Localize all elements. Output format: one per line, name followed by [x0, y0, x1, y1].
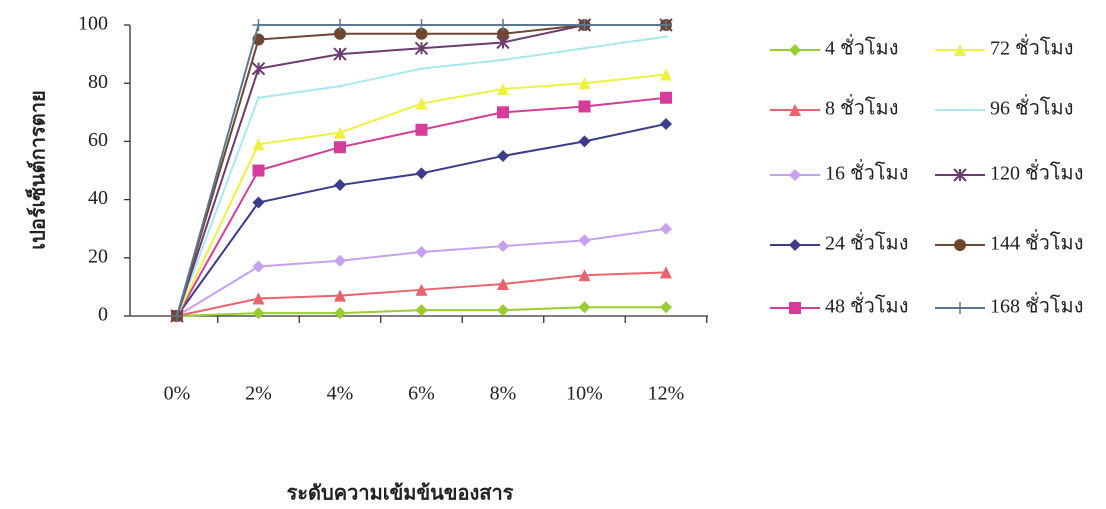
legend-label: 8 ชั่วโมง: [825, 94, 899, 120]
marker: [660, 68, 672, 81]
marker: [415, 27, 428, 40]
marker: [497, 240, 509, 253]
series-line: [176, 73, 667, 317]
marker: [415, 167, 428, 180]
marker: [497, 304, 509, 317]
marker: [660, 301, 672, 314]
legend-label: 120 ชั่วโมง: [990, 159, 1084, 185]
legend-label: 4 ชั่วโมง: [825, 34, 899, 60]
x-tick-label: 12%: [648, 383, 685, 405]
marker: [660, 19, 672, 31]
legend-marker: [954, 44, 966, 56]
y-tick-label: 80: [88, 71, 108, 93]
legend-label: 48 ชั่วโมง: [825, 292, 909, 318]
marker: [251, 61, 266, 76]
marker: [420, 67, 423, 71]
marker: [578, 100, 591, 113]
marker: [257, 96, 260, 100]
marker: [497, 106, 509, 119]
marker: [578, 19, 591, 31]
legend-marker: [958, 108, 962, 112]
legend-marker: [789, 239, 801, 251]
y-tick-label: 20: [88, 245, 108, 267]
legend-label: 144 ชั่วโมง: [990, 229, 1084, 255]
marker: [252, 196, 265, 209]
marker: [334, 307, 346, 320]
marker: [252, 19, 265, 31]
x-tick-label: 2%: [245, 383, 272, 405]
y-tick-label: 40: [88, 187, 108, 209]
legend-marker: [789, 169, 801, 181]
x-tick-label: 4%: [327, 383, 354, 405]
marker: [497, 149, 509, 162]
marker: [497, 27, 509, 40]
x-tick-label: 8%: [490, 383, 517, 405]
y-tick-label: 0: [98, 304, 108, 326]
marker: [334, 27, 346, 40]
legend-label: 168 ชั่วโมง: [990, 292, 1084, 318]
legend-label: 96 ชั่วโมง: [990, 94, 1074, 120]
marker: [334, 19, 346, 31]
y-tick-label: 60: [88, 129, 108, 151]
legend-label: 24 ชั่วโมง: [825, 229, 909, 255]
marker: [333, 47, 347, 61]
x-axis-label: ระดับความเข้มข้นของสาร: [287, 482, 514, 505]
marker: [660, 91, 672, 104]
marker: [664, 35, 668, 39]
legend-label: 16 ชั่วโมง: [825, 159, 909, 185]
marker: [583, 46, 586, 50]
marker: [497, 83, 509, 96]
x-tick-label: 0%: [164, 383, 191, 405]
marker: [252, 164, 265, 177]
x-tick-label: 10%: [566, 383, 603, 405]
legend-marker: [954, 239, 966, 251]
marker: [578, 135, 591, 148]
marker: [252, 138, 265, 151]
legend-marker: [954, 302, 966, 314]
series-line: [176, 227, 667, 317]
legend-marker: [789, 104, 801, 116]
marker: [334, 179, 346, 192]
marker: [415, 304, 428, 317]
marker: [415, 283, 428, 296]
y-axis-label: เปอร์เซ็นต์การตาย: [25, 90, 50, 249]
marker: [578, 301, 591, 314]
x-tick-label: 6%: [408, 383, 435, 405]
marker: [660, 222, 672, 235]
marker: [334, 254, 346, 267]
marker: [501, 58, 505, 62]
marker: [578, 77, 591, 90]
marker: [415, 97, 428, 110]
marker: [334, 126, 346, 139]
marker: [660, 117, 672, 130]
marker: [497, 19, 509, 31]
y-tick-label: 100: [78, 13, 108, 35]
legend-label: 72 ชั่วโมง: [990, 34, 1074, 60]
marker: [414, 41, 429, 55]
legend-marker: [789, 302, 801, 314]
marker: [660, 266, 672, 279]
marker: [171, 310, 183, 322]
marker: [415, 245, 428, 258]
marker: [252, 292, 265, 305]
marker: [497, 277, 509, 290]
marker: [578, 234, 591, 247]
marker: [334, 289, 346, 302]
marker: [252, 307, 265, 320]
legend-marker: [789, 44, 801, 56]
marker: [334, 141, 346, 154]
marker: [252, 260, 265, 273]
marker: [415, 19, 428, 31]
marker: [415, 123, 428, 136]
legend-marker: [953, 168, 967, 182]
marker: [338, 84, 342, 88]
marker: [578, 269, 591, 282]
